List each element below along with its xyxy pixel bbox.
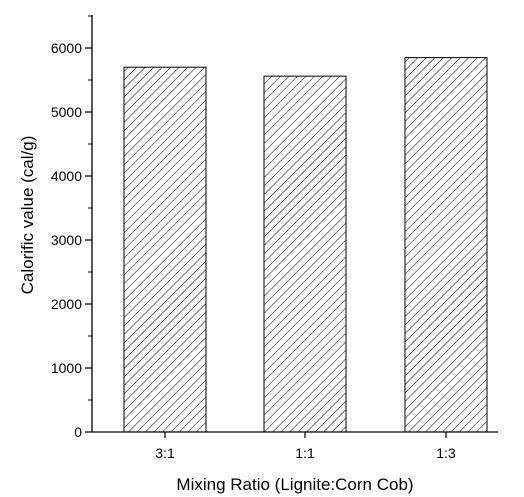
y-tick-label: 4000	[51, 168, 82, 184]
x-tick-label: 3:1	[155, 445, 175, 461]
x-tick-label: 1:3	[436, 445, 456, 461]
bar-1-3	[404, 57, 488, 433]
y-axis-title: Calorific value (cal/g)	[18, 136, 37, 295]
x-axis-ticks: 3:1 1:1 1:3	[155, 432, 456, 461]
y-tick-label: 1000	[51, 360, 82, 376]
y-tick-label: 3000	[51, 232, 82, 248]
y-tick-label: 0	[74, 424, 82, 440]
x-axis-title: Mixing Ratio (Lignite:Corn Cob)	[176, 475, 413, 494]
y-tick-label: 2000	[51, 296, 82, 312]
y-tick-label: 6000	[51, 40, 82, 56]
bar-1-1	[263, 75, 347, 433]
x-tick-label: 1:1	[295, 445, 315, 461]
y-tick-label: 5000	[51, 104, 82, 120]
y-axis-ticks: 0 1000 2000 3000 4000 5000 6000	[51, 15, 92, 440]
bar-3-1	[123, 66, 207, 433]
bars	[123, 57, 488, 433]
